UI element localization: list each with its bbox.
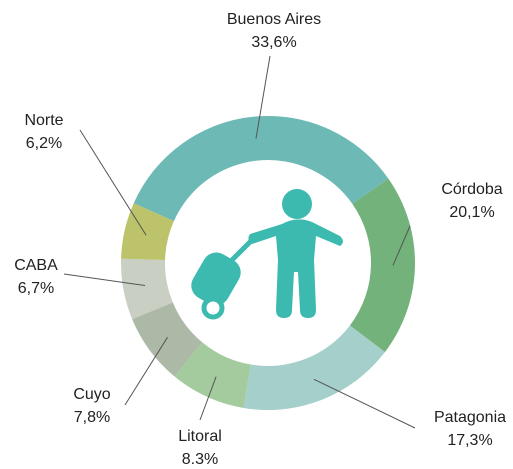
value-label: 20,1% [449,204,494,221]
leader-line [255,55,271,139]
donut-slice [121,203,174,260]
category-label: Norte [24,112,63,129]
donut-slice [132,302,203,377]
category-label: Buenos Aires [227,11,321,28]
leader-line [124,337,168,406]
leader-line [79,129,147,236]
value-label: 7,8% [74,409,110,426]
value-label: 8,3% [182,451,218,464]
donut-slice [349,178,415,353]
category-label: Patagonia [434,409,506,426]
value-label: 6,2% [26,135,62,152]
donut-slice [121,258,173,320]
category-label: Litoral [178,428,222,445]
value-label: 17,3% [447,432,492,449]
category-label: CABA [14,257,58,274]
value-label: 6,7% [18,280,54,297]
donut-slice [243,325,385,410]
leader-line [63,273,146,287]
category-label: Cuyo [73,386,110,403]
value-label: 33,6% [251,34,296,51]
leader-line [313,378,416,429]
donut-slice [133,116,389,222]
leader-line [392,225,411,266]
leader-line [199,376,217,421]
category-label: Córdoba [441,181,502,198]
traveler-icon [191,189,343,320]
donut-slice [174,342,251,408]
